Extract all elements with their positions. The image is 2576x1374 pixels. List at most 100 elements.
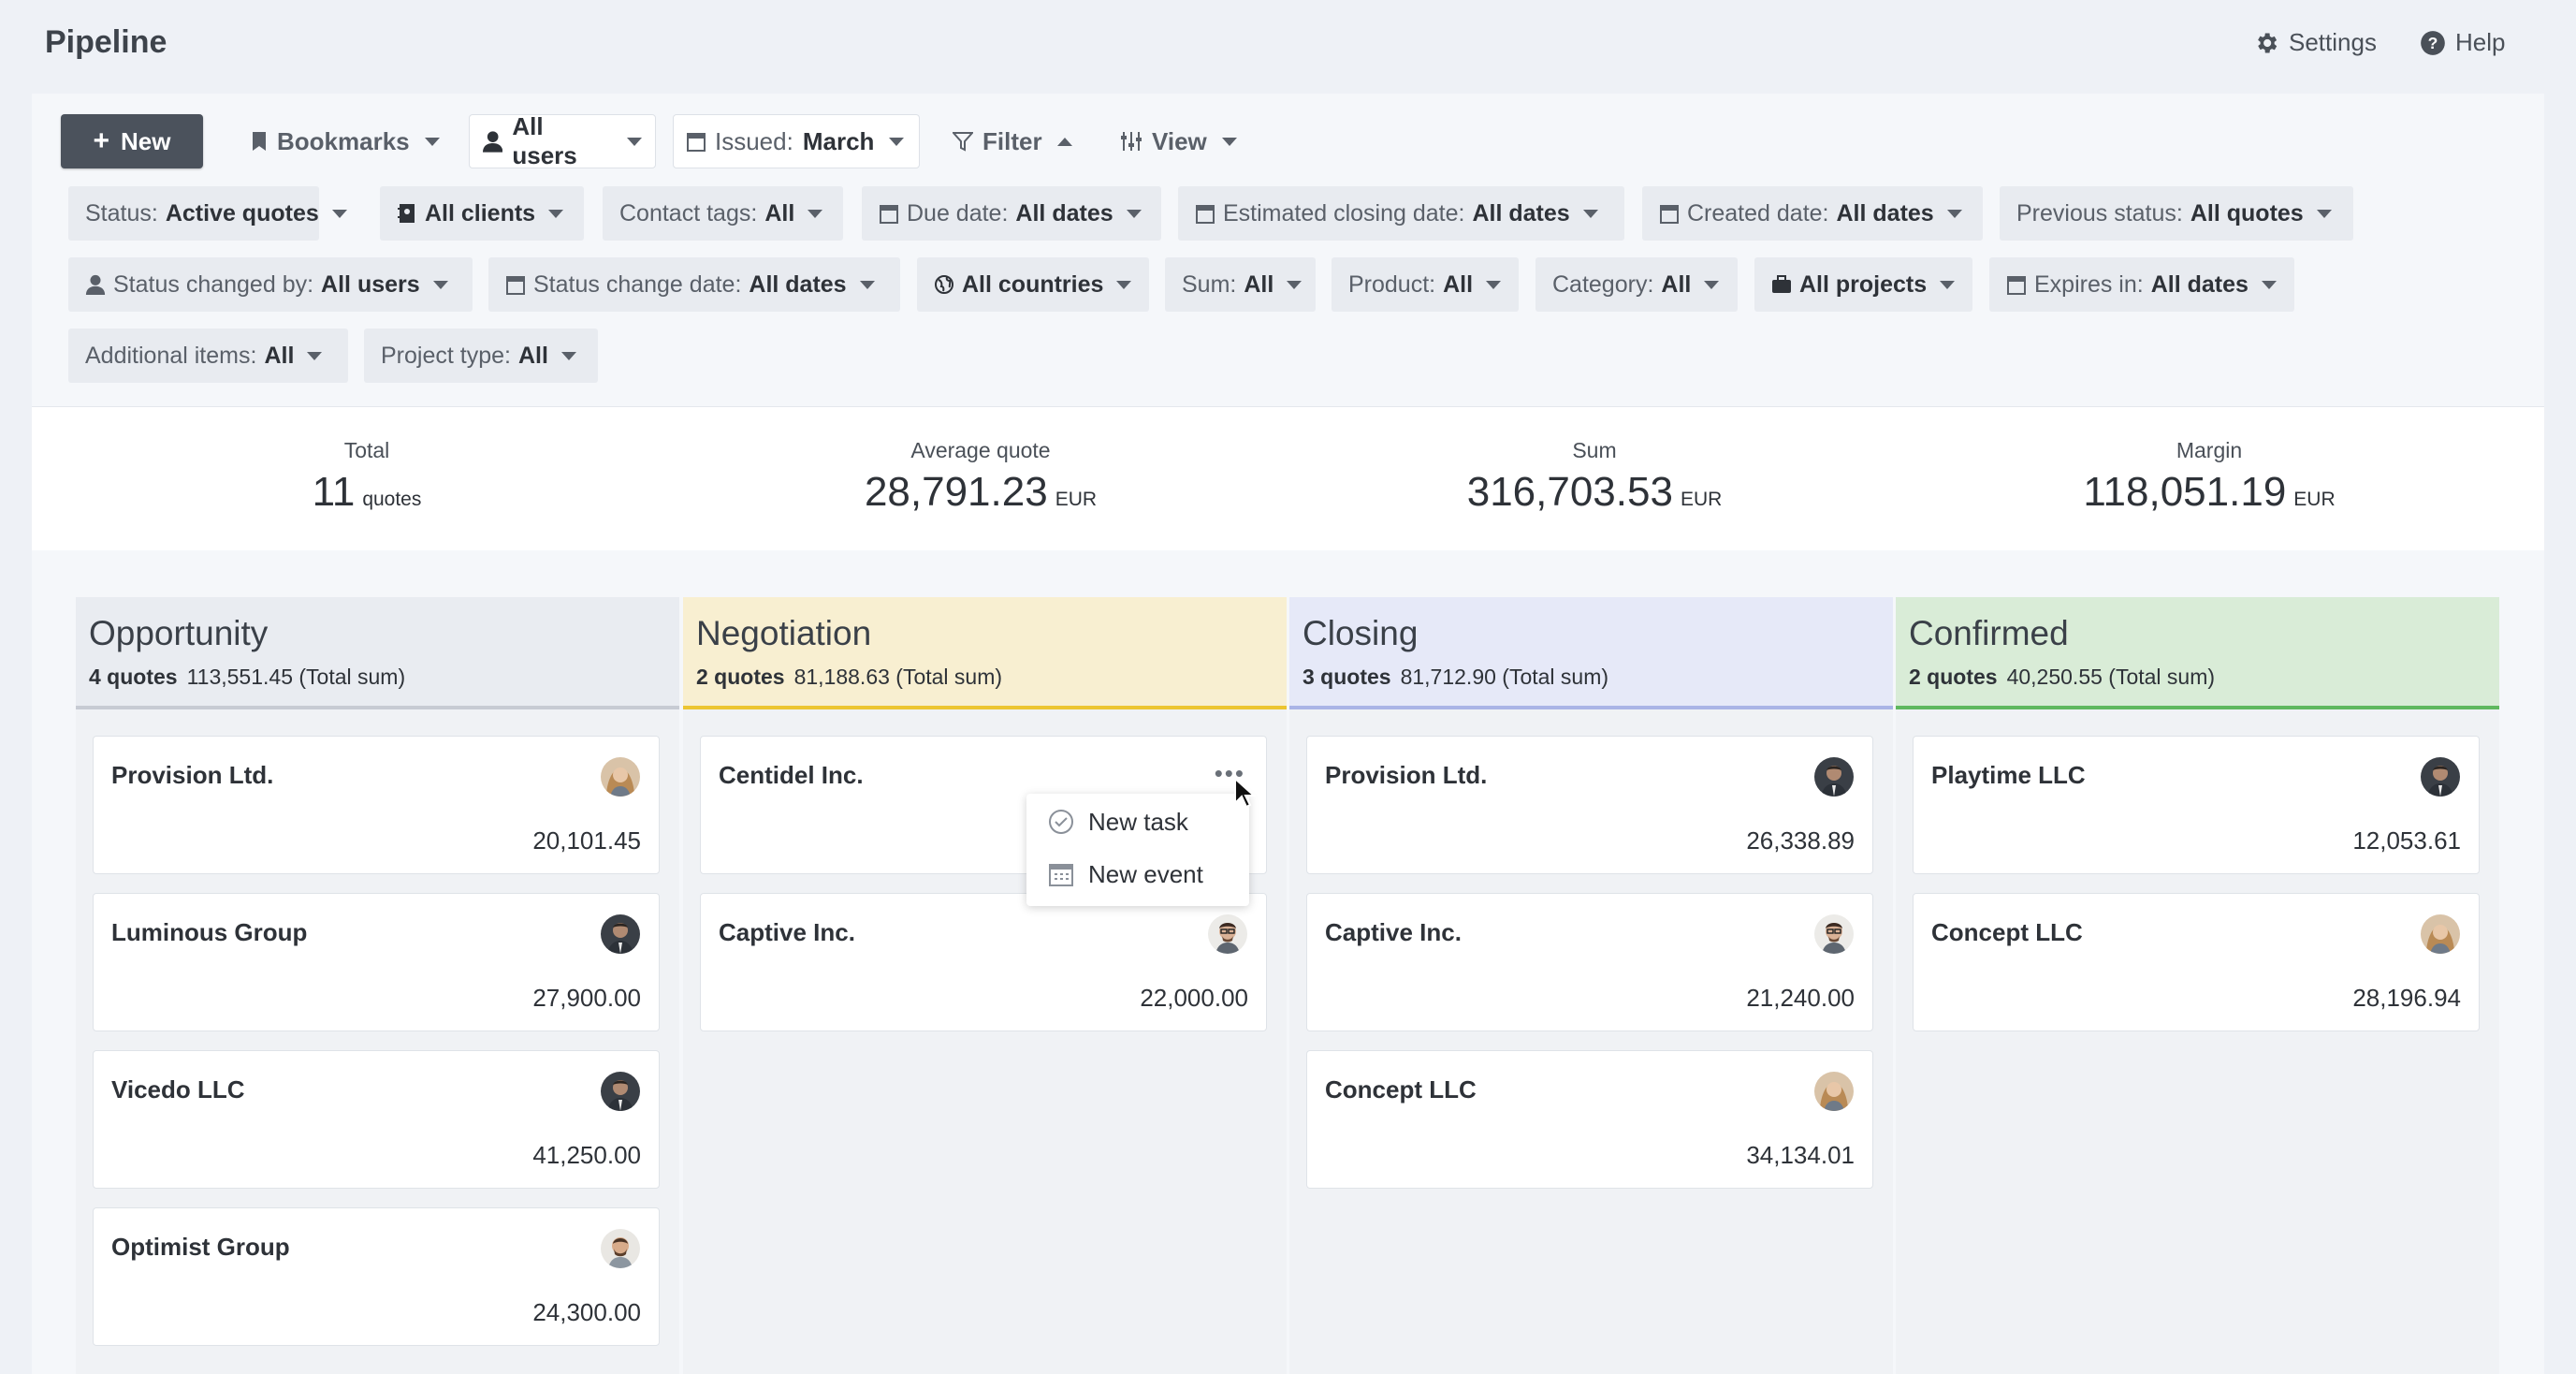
- chevron-down-icon: [889, 137, 905, 146]
- column-total: 81,188.63 (Total sum): [793, 665, 1003, 689]
- stat-unit: EUR: [1680, 489, 1723, 510]
- chip-prefix: Sum:: [1182, 270, 1237, 298]
- quote-card[interactable]: Provision Ltd. 26,338.89: [1306, 736, 1873, 874]
- top-bar: Pipeline Settings ? Help: [0, 0, 2576, 90]
- filter-chip-estimated-closing-date[interactable]: Estimated closing date: All dates: [1178, 186, 1624, 241]
- filter-chip-project-type[interactable]: Project type: All: [364, 329, 598, 383]
- view-button[interactable]: View: [1107, 114, 1250, 168]
- chevron-down-icon: [1486, 280, 1502, 289]
- chip-value: All users: [321, 270, 420, 298]
- chevron-down-icon: [1287, 280, 1303, 289]
- help-link[interactable]: ? Help: [2420, 28, 2505, 57]
- column-header: Closing 3 quotes 81,712.90 (Total sum): [1289, 597, 1893, 709]
- card-client-name: Centidel Inc.: [719, 761, 864, 789]
- filter-chip-contact-tags[interactable]: Contact tags: All: [603, 186, 843, 241]
- filter-chip-status[interactable]: Status: Active quotes: [68, 186, 347, 241]
- issued-prefix: Issued:: [715, 126, 793, 155]
- calendar-icon: [1049, 864, 1073, 886]
- bookmarks-button[interactable]: Bookmarks: [238, 114, 453, 168]
- issued-dropdown[interactable]: Issued: March: [673, 114, 920, 168]
- filter-chip-status-change-date[interactable]: Status change date: All dates: [488, 257, 900, 312]
- filter-chip-previous-status[interactable]: Previous status: All quotes: [2000, 186, 2353, 241]
- filter-chip-additional-items[interactable]: Additional items: All: [68, 329, 348, 383]
- page-title: Pipeline: [45, 24, 167, 60]
- column-closing: Closing 3 quotes 81,712.90 (Total sum) Prov…: [1289, 597, 1893, 1374]
- users-dropdown[interactable]: All users: [469, 112, 656, 169]
- user-icon: [483, 131, 503, 153]
- quote-card[interactable]: Vicedo LLC 41,250.00: [93, 1050, 660, 1189]
- help-label: Help: [2455, 28, 2506, 56]
- card-client-name: Provision Ltd.: [1325, 761, 1488, 789]
- settings-link[interactable]: Settings: [2253, 28, 2377, 57]
- card-amount: 41,250.00: [532, 1141, 641, 1169]
- menu-item-label: New task: [1088, 807, 1188, 836]
- chevron-down-icon: [808, 209, 823, 218]
- column-summary: 2 quotes 81,188.63 (Total sum): [696, 665, 1273, 690]
- stat-value: 118,051.19: [2083, 469, 2287, 515]
- card-client-name: Captive Inc.: [1325, 918, 1462, 946]
- chip-prefix: Status change date:: [533, 270, 742, 298]
- menu-item-new-task[interactable]: New task: [1047, 801, 1188, 842]
- card-amount: 12,053.61: [2352, 826, 2461, 855]
- avatar: [1814, 757, 1854, 797]
- stat-unit: quotes: [362, 489, 422, 510]
- stat-label: Margin: [2176, 438, 2243, 462]
- view-label: View: [1152, 126, 1207, 155]
- chevron-down-icon: [560, 351, 576, 360]
- column-title: Confirmed: [1909, 614, 2069, 652]
- avatar: [1814, 914, 1854, 954]
- chevron-down-icon: [548, 209, 564, 218]
- menu-item-label: New event: [1088, 859, 1203, 888]
- quote-card[interactable]: Captive Inc. 21,240.00: [1306, 893, 1873, 1031]
- stat-margin: Margin 118,051.19 EUR: [2064, 438, 2354, 516]
- chip-prefix: Due date:: [907, 199, 1009, 227]
- card-client-name: Provision Ltd.: [111, 761, 274, 789]
- new-button-label: New: [121, 126, 171, 155]
- stat-average: Average quote 28,791.23 EUR: [840, 438, 1121, 516]
- menu-item-new-event[interactable]: New event: [1047, 854, 1203, 895]
- bookmarks-label: Bookmarks: [277, 126, 410, 155]
- calendar-icon: [687, 133, 706, 152]
- column-summary: 3 quotes 81,712.90 (Total sum): [1303, 665, 1880, 690]
- calendar-icon: [1196, 205, 1215, 224]
- new-button[interactable]: + New: [61, 114, 203, 168]
- stat-value: 316,703.53: [1466, 469, 1673, 515]
- filter-chip-status-changed-by[interactable]: Status changed by: All users: [68, 257, 473, 312]
- chevron-down-icon: [331, 209, 347, 218]
- quote-card[interactable]: Optimist Group 24,300.00: [93, 1207, 660, 1346]
- filter-chip-expires-in[interactable]: Expires in: All dates: [1989, 257, 2294, 312]
- column-summary: 2 quotes 40,250.55 (Total sum): [1909, 665, 2486, 690]
- quote-card[interactable]: Captive Inc. 22,000.00: [700, 893, 1267, 1031]
- calendar-icon: [506, 276, 525, 295]
- chip-value: All dates: [1472, 199, 1570, 227]
- filter-chip-sum[interactable]: Sum: All: [1165, 257, 1316, 312]
- chip-value: All: [1244, 270, 1274, 298]
- quote-card[interactable]: Provision Ltd. 20,101.45: [93, 736, 660, 874]
- card-client-name: Playtime LLC: [1931, 761, 2086, 789]
- chevron-up-icon: [1056, 137, 1072, 146]
- quote-card[interactable]: Luminous Group 27,900.00: [93, 893, 660, 1031]
- card-amount: 20,101.45: [532, 826, 641, 855]
- quote-card[interactable]: Concept LLC 28,196.94: [1913, 893, 2480, 1031]
- chip-value: All dates: [749, 270, 847, 298]
- avatar: [1814, 1072, 1854, 1111]
- chevron-down-icon: [307, 351, 323, 360]
- column-count: 2 quotes: [696, 665, 785, 689]
- chip-prefix: Project type:: [381, 342, 511, 369]
- filter-button[interactable]: Filter: [939, 114, 1085, 168]
- column-opportunity: Opportunity 4 quotes 113,551.45 (Total sum…: [76, 597, 679, 1374]
- filter-chip-countries[interactable]: All countries: [917, 257, 1149, 312]
- quote-card[interactable]: Concept LLC 34,134.01: [1306, 1050, 1873, 1189]
- filter-chip-clients[interactable]: All clients: [380, 186, 584, 241]
- filter-chip-projects[interactable]: All projects: [1754, 257, 1972, 312]
- card-amount: 22,000.00: [1140, 984, 1248, 1012]
- filter-chip-product[interactable]: Product: All: [1332, 257, 1519, 312]
- chevron-down-icon: [1704, 280, 1720, 289]
- filter-chip-created-date[interactable]: Created date: All dates: [1642, 186, 1983, 241]
- quote-card[interactable]: Playtime LLC 12,053.61: [1913, 736, 2480, 874]
- filter-chip-due-date[interactable]: Due date: All dates: [862, 186, 1161, 241]
- chevron-down-icon: [2316, 209, 2332, 218]
- column-count: 4 quotes: [89, 665, 178, 689]
- filter-chip-category[interactable]: Category: All: [1535, 257, 1738, 312]
- calendar-icon: [1660, 205, 1679, 224]
